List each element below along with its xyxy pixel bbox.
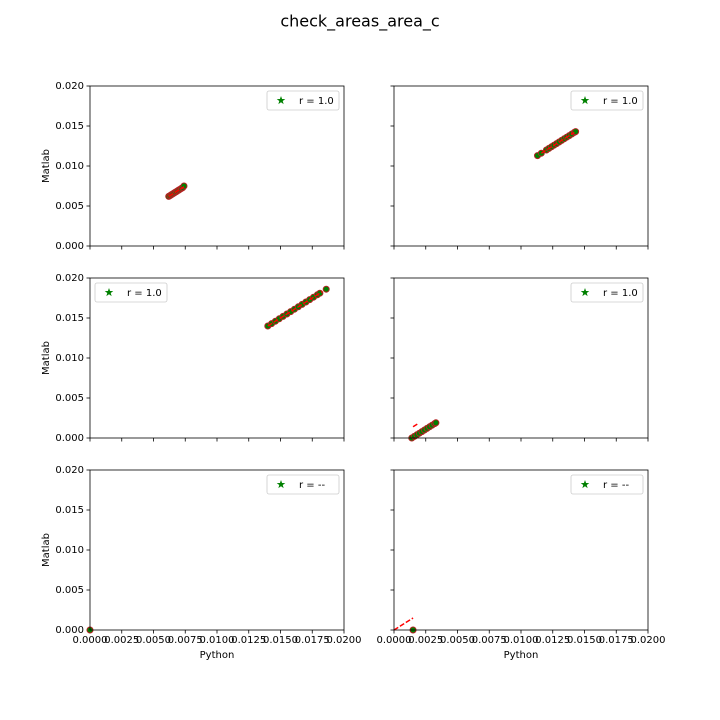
x-tick-label: 0.0075 [168,635,203,646]
plot-area [394,470,648,630]
axes-frame [89,469,345,631]
x-tick-label: 0.0125 [231,635,266,646]
x-tick-label: 0.0200 [327,635,362,646]
y-tick-label: 0.015 [55,505,84,516]
y-tick-label: 0.005 [55,393,84,404]
x-tick-label: 0.0050 [440,635,475,646]
y-tick-label: 0.005 [55,585,84,596]
axes-frame [393,469,649,631]
x-tick-label: 0.0000 [73,635,108,646]
legend-box [266,90,340,111]
legend-label: r = -- [299,480,325,491]
fit-line [393,617,414,631]
y-axis-label: Matlab [41,149,52,183]
y-tick-label: 0.020 [55,465,84,476]
y-tick-label: 0.000 [55,241,84,252]
y-axis-label: Matlab [41,533,52,567]
x-tick-label: 0.0050 [136,635,171,646]
legend-label: r = -- [603,480,629,491]
x-axis-label: Python [200,650,235,661]
y-tick-label: 0.010 [55,545,84,556]
axes-frame [89,277,345,439]
x-tick-label: 0.0150 [567,635,602,646]
y-tick-label: 0.000 [55,625,84,636]
y-tick-label: 0.020 [55,81,84,92]
legend-box [266,474,340,495]
y-tick-label: 0.000 [55,433,84,444]
legend-label: r = 1.0 [127,288,162,299]
plot-area [90,470,344,630]
legend-label: r = 1.0 [603,288,638,299]
legend-marker [276,480,286,489]
x-tick-label: 0.0100 [200,635,235,646]
y-tick-label: 0.020 [55,273,84,284]
y-tick-label: 0.010 [55,161,84,172]
y-tick-label: 0.015 [55,121,84,132]
data-point [432,419,440,427]
legend-box [570,282,644,303]
fit-line [412,422,419,428]
fit-line [267,290,323,327]
plot-area [394,86,648,246]
legend-label: r = 1.0 [603,96,638,107]
x-tick-label: 0.0075 [472,635,507,646]
legend-box [570,474,644,495]
x-axis-label: Python [504,650,539,661]
fit-line [540,131,575,154]
y-tick-label: 0.015 [55,313,84,324]
y-tick-label: 0.005 [55,201,84,212]
legend-box [94,282,168,303]
plot-area [394,278,648,438]
x-tick-label: 0.0150 [263,635,298,646]
legend-marker [580,480,590,489]
y-axis-label: Matlab [41,341,52,375]
fit-line [168,186,185,198]
x-tick-label: 0.0175 [295,635,330,646]
legend-marker [104,288,114,297]
legend-marker [276,96,286,105]
x-tick-label: 0.0125 [535,635,570,646]
figure-title: check_areas_area_c [280,12,439,32]
x-tick-label: 0.0025 [408,635,443,646]
x-tick-label: 0.0200 [631,635,666,646]
legend-label: r = 1.0 [299,96,334,107]
x-tick-label: 0.0025 [104,635,139,646]
data-point [322,285,330,293]
legend-marker [580,288,590,297]
legend-marker [580,96,590,105]
axes-frame [393,85,649,247]
plot-area [90,86,344,246]
x-tick-label: 0.0000 [377,635,412,646]
axes-frame [393,277,649,439]
y-tick-label: 0.010 [55,353,84,364]
x-tick-label: 0.0100 [504,635,539,646]
axes-frame [89,85,345,247]
x-tick-label: 0.0175 [599,635,634,646]
legend-box [570,90,644,111]
